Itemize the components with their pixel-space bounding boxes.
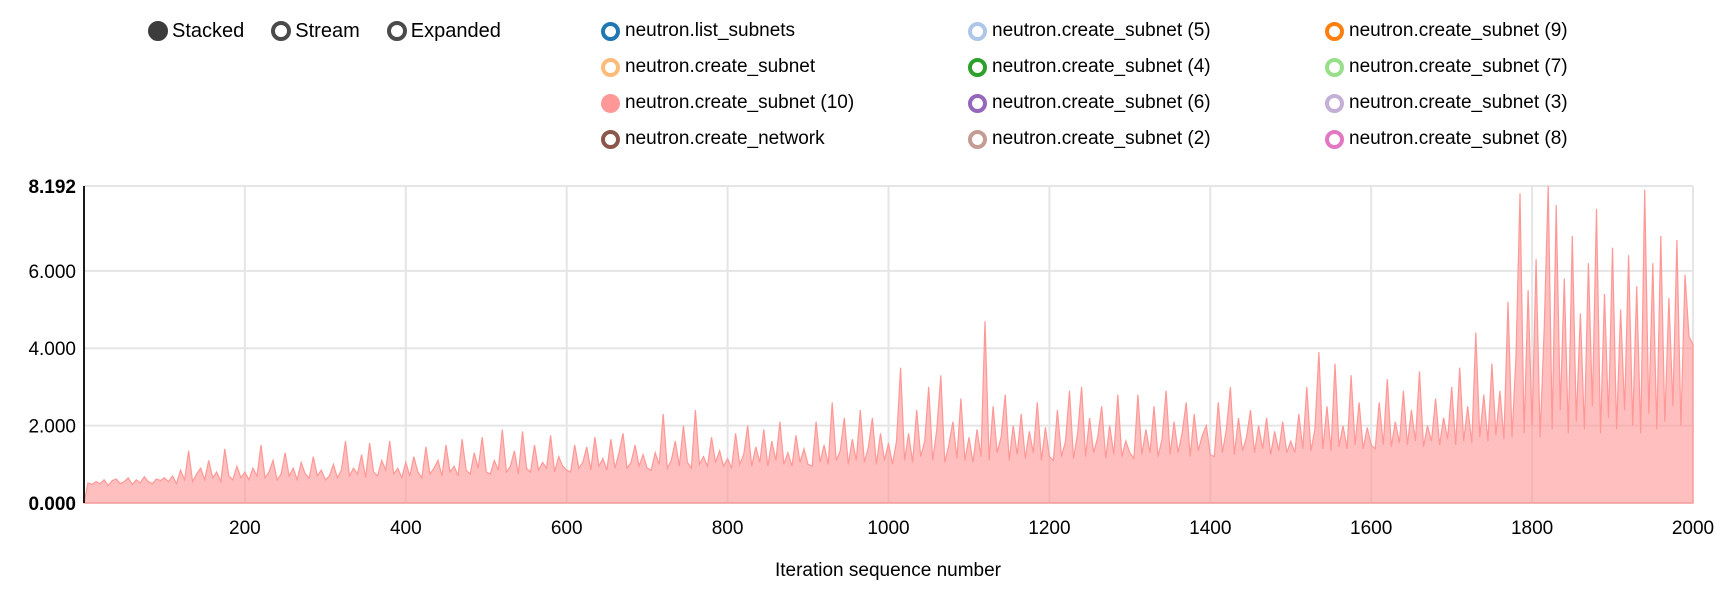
legend-item-label: neutron.create_network	[625, 128, 825, 149]
y-tick-label: 8.192	[28, 177, 76, 198]
y-tick-label: 2.000	[28, 417, 76, 438]
series-layer	[83, 185, 1694, 504]
mode-radio-stacked[interactable]: Stacked	[148, 13, 244, 49]
area-chart[interactable]: 8.192 6.000 4.000 2.000 0.000 200 400 600 800 100…	[0, 160, 1734, 592]
x-tick-label: 1000	[867, 518, 909, 539]
x-tick-label: 1800	[1511, 518, 1553, 539]
legend-swatch-icon	[601, 21, 620, 41]
legend-item-label: neutron.create_subnet (6)	[992, 92, 1211, 113]
x-tick-label: 1200	[1028, 518, 1070, 539]
x-tick-label: 800	[712, 518, 744, 539]
x-tick-label: 600	[551, 518, 583, 539]
legend-item-label: neutron.create_subnet (9)	[1349, 20, 1568, 41]
legend-item-label: neutron.list_subnets	[625, 20, 796, 41]
y-tick-label: 0.000	[28, 494, 76, 515]
legend-swatch-icon	[968, 129, 987, 149]
legend-swatch-icon	[601, 129, 620, 149]
radio-icon	[271, 21, 292, 41]
y-tick-label: 6.000	[28, 262, 76, 283]
legend-swatch-icon	[968, 57, 987, 77]
legend-item[interactable]: neutron.create_subnet (2)	[968, 121, 1325, 157]
x-axis-title: Iteration sequence number	[775, 560, 1002, 581]
mode-label: Expanded	[410, 19, 501, 42]
legend-item-label: neutron.create_subnet (3)	[1349, 92, 1568, 113]
x-tick-label: 2000	[1672, 518, 1714, 539]
legend-item-label: neutron.create_subnet (8)	[1349, 128, 1568, 149]
radio-icon	[386, 21, 407, 41]
legend-item[interactable]: neutron.list_subnets	[601, 13, 968, 49]
legend-item-label: neutron.create_subnet (2)	[992, 128, 1211, 149]
legend-item[interactable]: neutron.create_network	[601, 121, 968, 157]
legend-swatch-icon	[601, 93, 620, 113]
legend-item[interactable]: neutron.create_subnet (5)	[968, 13, 1325, 49]
mode-label: Stacked	[172, 19, 245, 42]
x-tick-label: 400	[390, 518, 422, 539]
legend-item[interactable]: neutron.create_subnet (3)	[1325, 85, 1568, 121]
mode-label: Stream	[295, 19, 360, 42]
legend-item[interactable]: neutron.create_subnet (8)	[1325, 121, 1568, 157]
series-legend: neutron.list_subnets neutron.create_subne…	[601, 13, 1568, 157]
legend-item[interactable]: neutron.create_subnet (10)	[601, 85, 968, 121]
x-tick-label: 1400	[1189, 518, 1231, 539]
area-series-create-subnet-10[interactable]	[83, 185, 1694, 504]
chart-area-wrap: 8.192 6.000 4.000 2.000 0.000 200 400 600 800 100…	[0, 160, 1734, 597]
legend-item[interactable]: neutron.create_subnet	[601, 49, 968, 85]
legend-item[interactable]: neutron.create_subnet (7)	[1325, 49, 1568, 85]
legend-swatch-icon	[601, 57, 620, 77]
legend-swatch-icon	[968, 93, 987, 113]
mode-radio-expanded[interactable]: Expanded	[386, 13, 501, 49]
y-tick-label: 4.000	[28, 339, 76, 360]
radio-icon	[148, 21, 168, 41]
legend-item-label: neutron.create_subnet (5)	[992, 20, 1211, 41]
legend-swatch-icon	[1325, 93, 1344, 113]
legend-item[interactable]: neutron.create_subnet (6)	[968, 85, 1325, 121]
mode-radio-stream[interactable]: Stream	[271, 13, 360, 49]
axis-layer: 8.192 6.000 4.000 2.000 0.000 200 400 600 800 100…	[28, 177, 1714, 539]
legend-item-label: neutron.create_subnet	[625, 56, 816, 77]
legend-item[interactable]: neutron.create_subnet (4)	[968, 49, 1325, 85]
legend-swatch-icon	[1325, 21, 1344, 41]
legend-item-label: neutron.create_subnet (7)	[1349, 56, 1568, 77]
x-tick-label: 1600	[1350, 518, 1392, 539]
legend-swatch-icon	[1325, 57, 1344, 77]
legend-item[interactable]: neutron.create_subnet (9)	[1325, 13, 1568, 49]
legend-swatch-icon	[968, 21, 987, 41]
legend-item-label: neutron.create_subnet (4)	[992, 56, 1211, 77]
legend-item-label: neutron.create_subnet (10)	[625, 92, 855, 113]
legend-swatch-icon	[1325, 129, 1344, 149]
chart-mode-controls: Stacked Stream Expanded	[148, 13, 501, 49]
x-tick-label: 200	[229, 518, 261, 539]
